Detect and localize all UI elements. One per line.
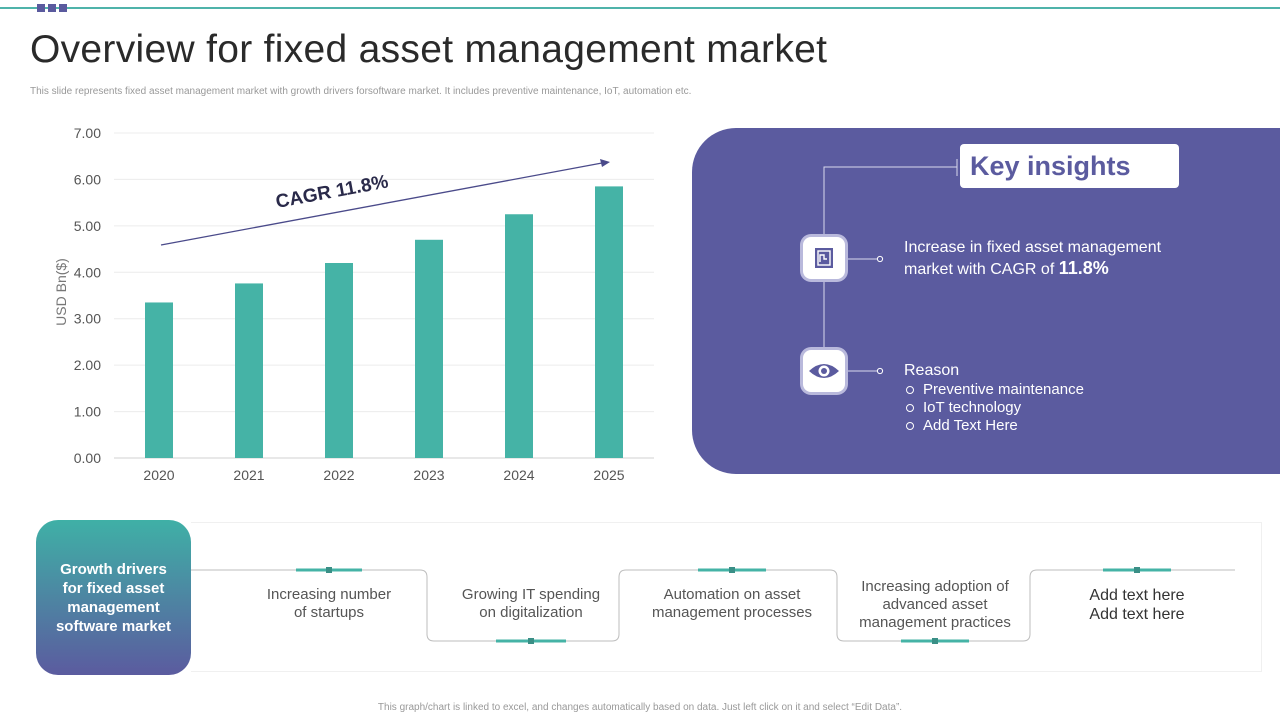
chart-y-tick-label: 1.00	[74, 404, 101, 420]
chart-bar	[415, 239, 443, 458]
page-subtitle: This slide represents fixed asset manage…	[30, 86, 692, 97]
insight-cagr-prefix: market with CAGR of	[904, 261, 1059, 278]
cagr-arrow	[160, 159, 610, 246]
reason-list: Preventive maintenance IoT technology Ad…	[904, 381, 1084, 435]
circle-bullet-icon	[906, 422, 914, 430]
eye-icon	[809, 364, 839, 378]
chart-y-axis-label: USD Bn($)	[53, 258, 69, 326]
driver-item: Automation on asset management processes	[651, 586, 813, 621]
insight-reason-block: Reason Preventive maintenance IoT techno…	[904, 360, 1084, 435]
bar-chart: 0.001.002.003.004.005.006.007.00 2020 202…	[53, 125, 654, 483]
driver-item: Growing IT spending on digitalization	[461, 586, 601, 621]
top-accent-line	[0, 7, 1280, 9]
chart-x-tick-label: 2024	[503, 467, 534, 483]
driver-item: Add text here Add text here	[1089, 587, 1185, 623]
chart-gridlines	[114, 132, 654, 459]
driver-item: Increasing number of startups	[266, 586, 392, 621]
chart-y-ticks: 0.00 1.00 2.00 3.00 4.00 5.00 6.00 7.00	[74, 125, 101, 466]
key-insights-title: Key insights	[960, 144, 1179, 188]
chart-x-tick-label: 2022	[323, 467, 354, 483]
chart-y-tick-label: 0.00	[74, 450, 101, 466]
chart-x-tick-label: 2020	[143, 467, 174, 483]
circle-bullet-icon	[906, 386, 914, 394]
chart-y-tick-label: 4.00	[74, 264, 101, 280]
insight-cagr-text: Increase in fixed asset management marke…	[904, 237, 1161, 280]
top-accent-squares	[37, 4, 67, 12]
chart-bar	[325, 263, 353, 458]
chart-bar	[595, 186, 623, 458]
chart-y-tick-label: 7.00	[74, 125, 101, 141]
chart-y-tick-label: 2.00	[74, 357, 101, 373]
insights-connectors	[823, 159, 958, 375]
growth-drivers-label: Growth drivers for fixed asset managemen…	[55, 560, 172, 635]
chart-y-tick-label: 6.00	[74, 171, 101, 187]
chart-bar	[505, 214, 533, 458]
driver-item: Increasing adoption of advanced asset ma…	[859, 578, 1011, 631]
page-title: Overview for fixed asset management mark…	[30, 28, 828, 71]
growth-drivers-label-box: Growth drivers for fixed asset managemen…	[36, 520, 191, 675]
chart-y-tick-label: 3.00	[74, 311, 101, 327]
chart-x-tick-label: 2023	[413, 467, 444, 483]
chart-bars	[145, 186, 623, 458]
reason-item: IoT technology	[904, 399, 1084, 417]
chart-bar	[145, 302, 173, 458]
insight-document-tile	[803, 237, 845, 279]
reason-item: Add Text Here	[904, 417, 1084, 435]
chart-x-tick-label: 2025	[593, 467, 624, 483]
chart-x-tick-label: 2021	[233, 467, 264, 483]
chart-x-ticks: 2020 2021 2022 2023 2024 2025	[143, 467, 624, 483]
insight-cagr-line1: Increase in fixed asset management	[904, 239, 1162, 256]
chart-y-tick-label: 5.00	[74, 218, 101, 234]
growth-drivers-frame	[191, 522, 1262, 672]
key-insights-panel: Key insights Increase in fixed asset man…	[692, 128, 1280, 474]
insight-reason-title: Reason	[904, 362, 960, 379]
insight-cagr-value: 11.8%	[1058, 258, 1109, 278]
reason-item: Preventive maintenance	[904, 381, 1084, 399]
page-footer: This graph/chart is linked to excel, and…	[377, 702, 903, 713]
insight-cagr-line2: market with CAGR of 11.8%	[904, 258, 1161, 280]
chart-document-icon	[815, 248, 833, 268]
insight-eye-tile	[803, 350, 845, 392]
circle-bullet-icon	[906, 404, 914, 412]
chart-bar	[235, 283, 263, 458]
